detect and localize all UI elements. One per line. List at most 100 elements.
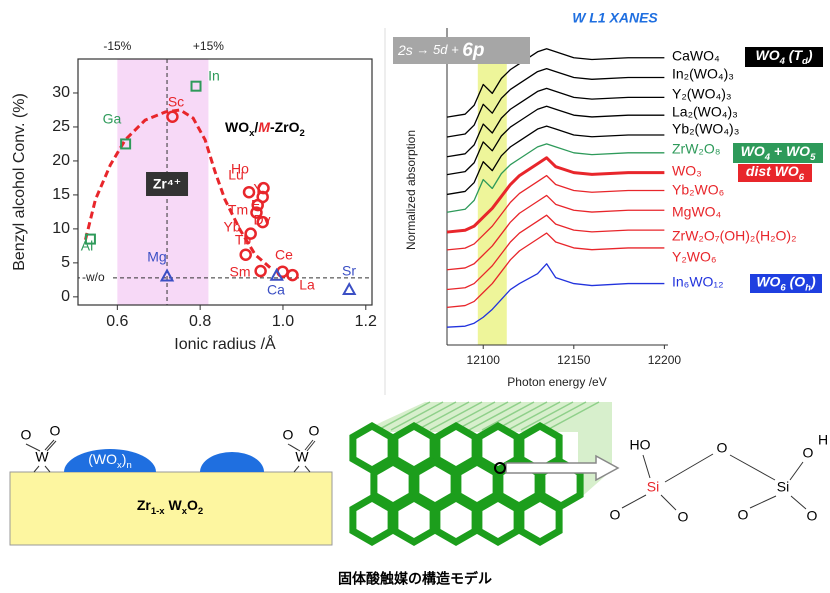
series-label: ZrW₂O₈ (672, 141, 721, 157)
text-part: (WO (88, 451, 117, 467)
spectrum (446, 125, 665, 196)
pore (391, 421, 437, 475)
point-label: Ga (103, 111, 122, 127)
text-part: h (805, 282, 811, 293)
oxygen: O (283, 427, 294, 443)
point-label: Ho (231, 161, 249, 177)
text-part: (T (785, 47, 804, 63)
point-label: La (299, 277, 315, 293)
point (342, 281, 357, 296)
badge: WO4 + WO5 (741, 143, 816, 163)
point-label: Yb (223, 219, 240, 235)
atom: HO (630, 437, 651, 453)
badge: dist WO6 (746, 163, 805, 183)
atom: O (803, 445, 814, 461)
badge: WO4 (Td) (755, 47, 812, 67)
focus (494, 462, 506, 474)
channel-line (507, 401, 561, 431)
channel-line (429, 401, 483, 431)
support-label: Zr1-x WxO2 (137, 497, 203, 517)
spectrum (446, 87, 665, 158)
y-tick-label: 0 (61, 288, 70, 305)
banner: 2s → 5d + 6p (397, 40, 484, 61)
text-part: 6 (799, 172, 805, 183)
series-label: In₂(WO₄)₃ (672, 66, 734, 82)
plot-frame (77, 58, 373, 306)
point-label: Dy (253, 212, 270, 228)
x-tick-label: 0.8 (189, 313, 211, 330)
fit-curve (83, 108, 272, 269)
badge: WO6 (Oh) (756, 273, 816, 293)
text-part: x (182, 506, 188, 517)
spectrum (446, 67, 665, 138)
chart-title: W L1 XANES (572, 10, 658, 26)
text-part: n (126, 460, 131, 471)
pore (370, 457, 416, 511)
point-label: Lu (228, 167, 244, 183)
channel-line (468, 401, 522, 431)
pore (433, 493, 479, 547)
text-part: WO (756, 273, 780, 289)
badge-bg (750, 274, 822, 293)
atom: O (738, 507, 749, 523)
point-label: Tm (228, 202, 248, 218)
text-part: x (117, 460, 122, 471)
point-label: Y (253, 181, 263, 197)
y-axis-title: Normalized absorption (404, 130, 418, 250)
banner-bg (393, 37, 530, 64)
text-part: W (165, 497, 183, 513)
y-axis-title: Benzyl alcohol Conv. (%) (11, 93, 28, 271)
tungsten: W (295, 449, 309, 465)
text-part: / (254, 119, 258, 135)
pore (475, 421, 521, 475)
band-label: +15% (193, 39, 224, 53)
channel-line (390, 401, 444, 431)
point-label: Al (81, 238, 93, 254)
text-part: -ZrO (270, 119, 300, 135)
cluster (64, 449, 156, 472)
caption: 固体酸触媒の構造モデル (338, 571, 492, 587)
point (242, 185, 256, 199)
atom: O (807, 508, 818, 524)
oxygen: O (50, 423, 61, 439)
pore (412, 457, 458, 511)
series-label: Y₂(WO₄)₃ (672, 86, 732, 102)
cluster-label: (WOx)n (88, 451, 132, 471)
tungsten: W (35, 449, 49, 465)
atom: H (818, 432, 828, 448)
pore (517, 493, 563, 547)
point (254, 264, 267, 278)
spectrum (446, 105, 665, 176)
text-part: 1-x (151, 506, 165, 517)
text-part: → 5d + (413, 42, 463, 57)
x-tick-label: 1.2 (355, 313, 377, 330)
text-part: 2 (300, 128, 305, 139)
chart-title: WOx/M-ZrO2 (225, 119, 305, 139)
x-tick-label: 12100 (467, 353, 501, 367)
point (250, 206, 263, 219)
text-part: M (258, 119, 270, 135)
y-tick-label: 10 (52, 220, 70, 237)
spectrum (446, 143, 665, 213)
badge-bg (733, 143, 823, 163)
spectrum (446, 194, 665, 271)
y-tick-label: 15 (52, 186, 70, 203)
point-label: Mg (147, 249, 166, 265)
series-label: Yb₂WO₆ (672, 182, 724, 198)
text-part: 6p (462, 40, 484, 61)
x-tick-label: 0.6 (106, 313, 128, 330)
point (190, 80, 202, 92)
point-label: Sc (168, 94, 184, 110)
point-label: Sr (342, 263, 356, 279)
point (239, 248, 252, 261)
point (269, 267, 284, 281)
text-part: dist WO (746, 163, 799, 179)
point (159, 268, 175, 282)
oxygen: O (309, 423, 320, 439)
baseline-label-bg (80, 269, 110, 286)
channel-line (481, 401, 535, 431)
x-tick-label: 12150 (557, 353, 591, 367)
text-part: 2 (198, 506, 203, 517)
text-part: 6 (780, 282, 786, 293)
cluster (200, 452, 264, 472)
